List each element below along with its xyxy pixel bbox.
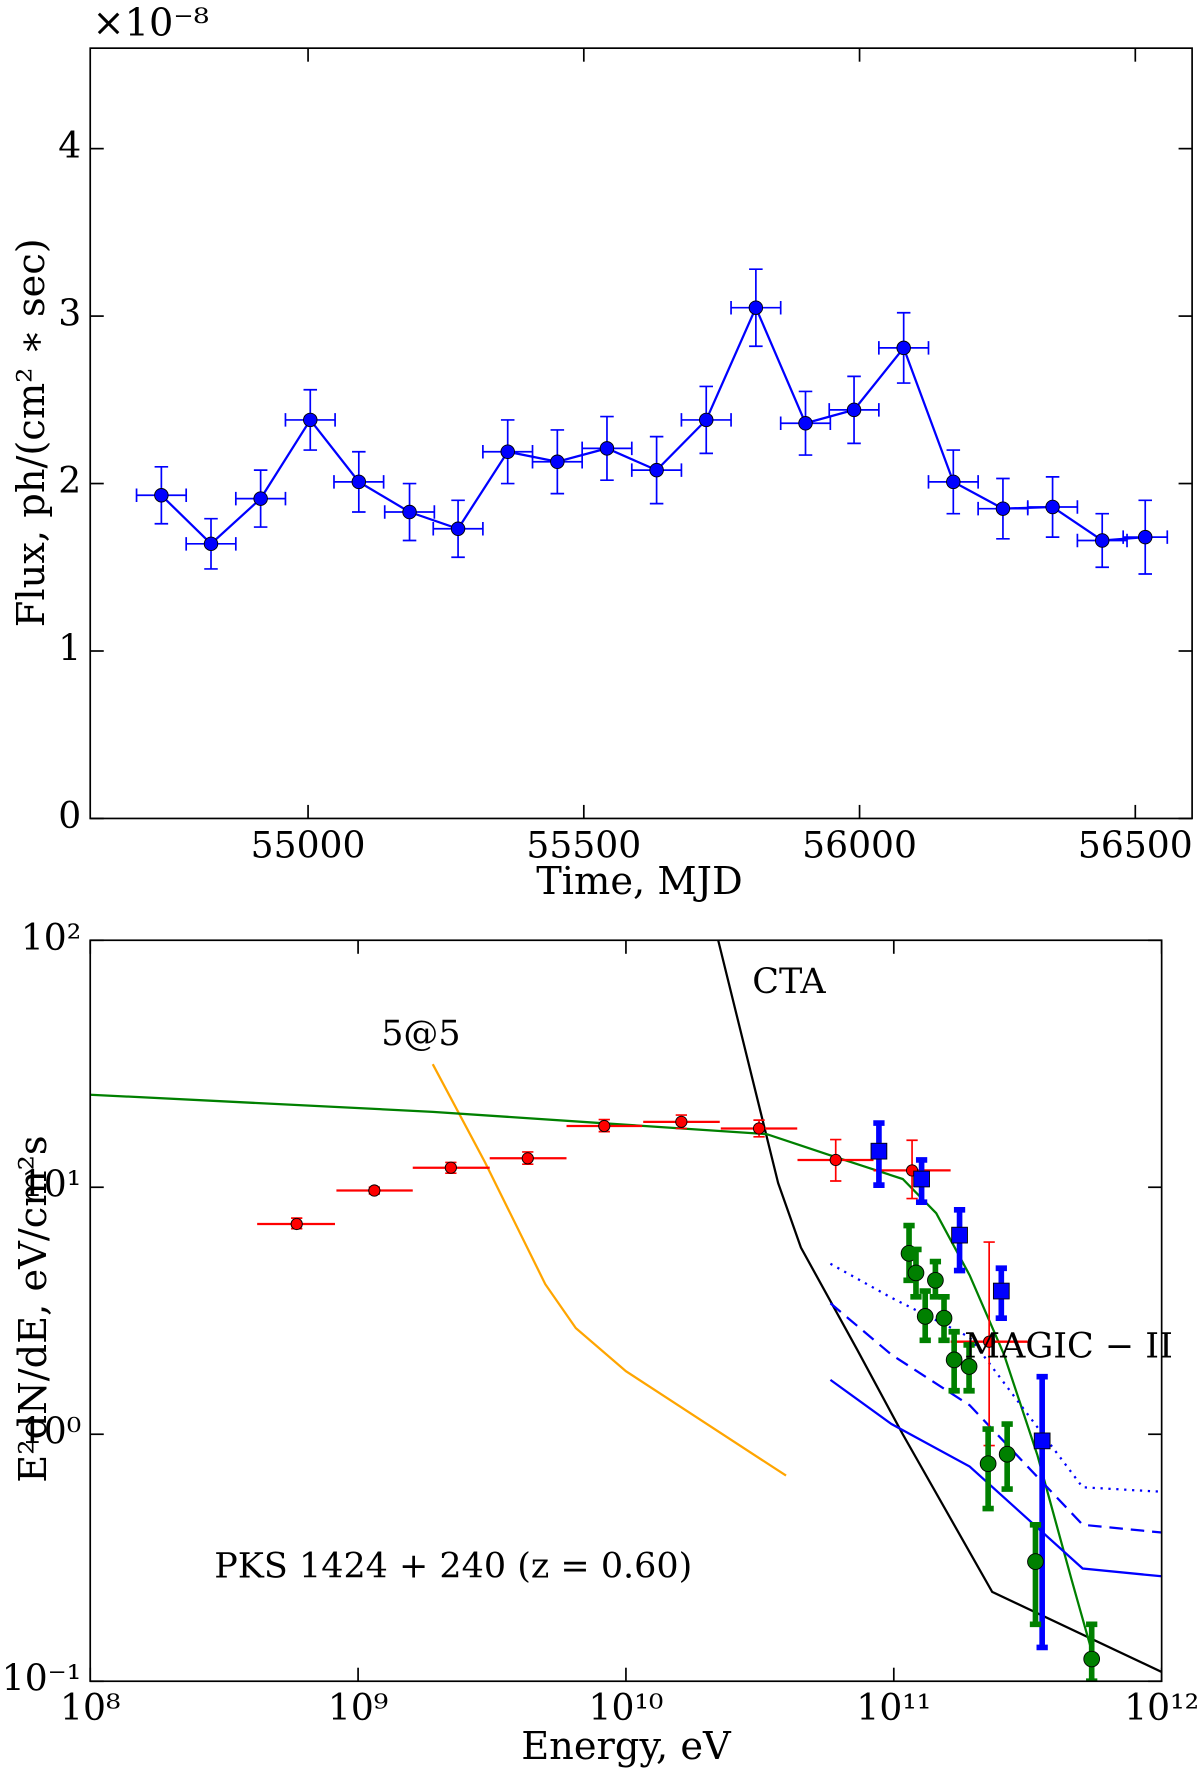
series-line — [829, 1378, 1162, 1578]
data-point — [945, 1351, 963, 1369]
x-tick-label: 56000 — [802, 824, 917, 866]
x-axis-label: Time, MJD — [536, 859, 743, 904]
y-tick-label: 1 — [58, 628, 81, 670]
data-point — [599, 441, 615, 456]
data-point — [154, 488, 169, 503]
annotation: 5@5 — [381, 1014, 460, 1054]
x-tick-label: 10⁸ — [60, 1687, 120, 1729]
plot-frame — [89, 939, 1163, 1683]
y-axis-label: E²dN/dE, eV/cm²s — [11, 1135, 56, 1482]
y-tick-label: 10⁻¹ — [2, 1658, 81, 1700]
x-tick-label: 10¹⁰ — [589, 1687, 664, 1729]
x-tick-label: 10⁹ — [328, 1687, 388, 1729]
data-point — [203, 536, 219, 552]
data-point — [995, 501, 1011, 516]
data-point — [303, 412, 318, 428]
annotation: PKS 1424 + 240 (z = 0.60) — [214, 1546, 692, 1586]
data-point — [253, 491, 268, 506]
data-point — [748, 300, 764, 315]
series-line — [829, 1302, 1162, 1534]
y-tick-label: 10⁰ — [21, 1411, 81, 1453]
plot-area — [90, 940, 1162, 1682]
data-point — [896, 340, 911, 356]
y-tick-label: 10¹ — [21, 1164, 81, 1206]
data-point — [983, 1335, 996, 1348]
data-point — [798, 416, 813, 431]
data-point — [979, 1455, 997, 1473]
data-point — [935, 1309, 953, 1327]
y-tick-label: 2 — [58, 460, 81, 502]
data-point — [649, 462, 664, 478]
x-tick-label: 56500 — [1078, 824, 1193, 866]
annotation: CTA — [752, 962, 826, 1002]
data-point — [870, 1142, 888, 1160]
y-tick-label: 4 — [58, 125, 81, 167]
data-point — [351, 474, 367, 490]
x-tick-label: 10¹¹ — [856, 1687, 931, 1729]
y-error-bar — [1036, 1373, 1048, 1651]
data-point — [444, 1161, 457, 1174]
plot-frame — [89, 47, 1193, 820]
data-point — [1045, 499, 1060, 515]
series-line — [431, 1063, 787, 1477]
data-point — [675, 1115, 688, 1128]
data-point — [368, 1184, 381, 1197]
y-error-bar — [1029, 1521, 1042, 1628]
data-point — [752, 1122, 766, 1135]
offset-label: ×10⁻⁸ — [92, 1, 208, 46]
y-tick-label: 10² — [21, 917, 81, 959]
x-axis-label: Energy, eV — [521, 1724, 732, 1769]
y-tick-label: 3 — [58, 293, 81, 335]
plot-area — [135, 268, 1169, 575]
data-point — [927, 1271, 944, 1289]
data-point — [1033, 1432, 1051, 1450]
data-point — [290, 1217, 303, 1231]
data-point — [951, 1226, 968, 1244]
x-tick-label: 55000 — [251, 824, 366, 866]
series-line — [829, 1262, 1162, 1493]
x-tick-label: 55500 — [526, 824, 641, 866]
data-point — [829, 1153, 842, 1167]
data-point — [550, 454, 565, 469]
data-point — [960, 1358, 978, 1375]
data-point — [521, 1152, 534, 1165]
x-tick-label: 10¹² — [1124, 1687, 1199, 1729]
data-point — [1138, 529, 1153, 545]
data-point — [846, 402, 862, 418]
data-point — [500, 444, 515, 459]
data-point — [1027, 1553, 1044, 1570]
data-point — [450, 521, 466, 536]
data-point — [946, 474, 961, 490]
data-point — [1083, 1650, 1101, 1668]
series-line — [717, 940, 1162, 1674]
data-point — [992, 1282, 1010, 1300]
data-point — [916, 1308, 934, 1325]
annotation: MAGIC − II — [964, 1327, 1173, 1367]
y-tick-label: 0 — [58, 795, 81, 837]
y-axis-label: Flux, ph/(cm² ∗ sec) — [9, 238, 54, 627]
data-point — [998, 1445, 1016, 1463]
data-point — [699, 412, 714, 428]
data-point — [598, 1119, 611, 1133]
data-point — [913, 1170, 930, 1188]
series-line — [90, 1093, 1096, 1660]
data-point — [907, 1264, 925, 1282]
data-point — [1094, 533, 1110, 548]
data-point — [402, 504, 417, 520]
